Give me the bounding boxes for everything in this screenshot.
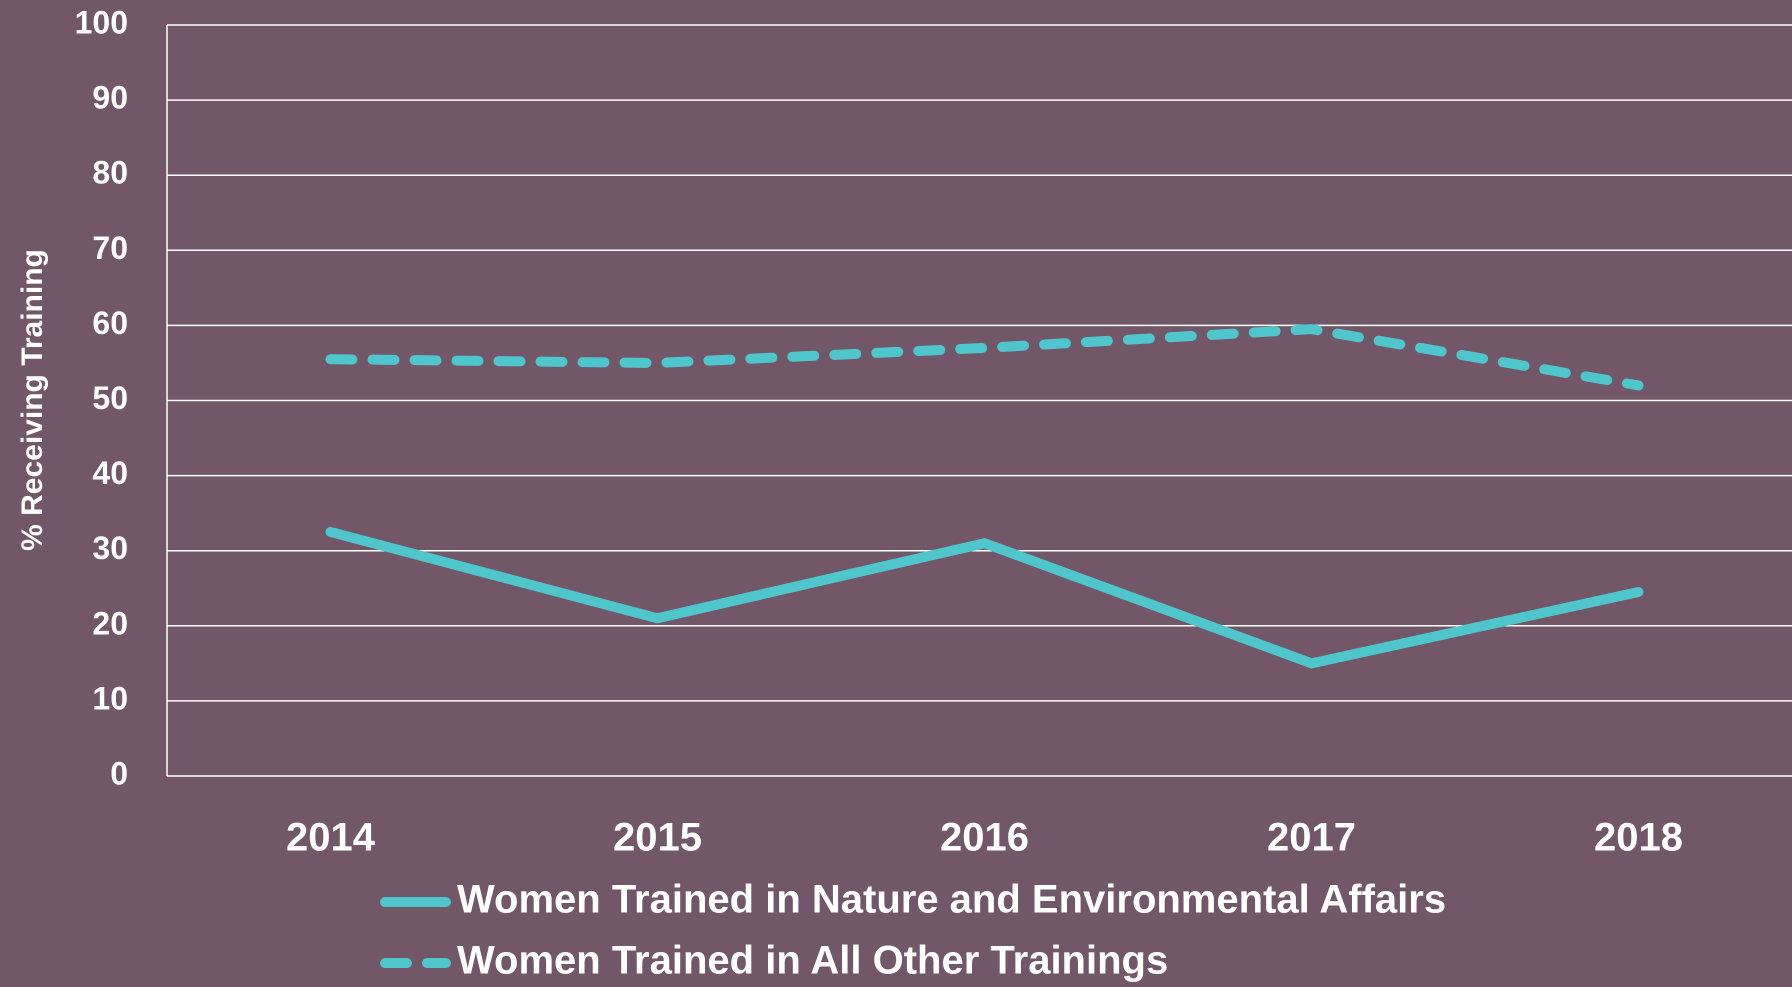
x-tick-label: 2014	[286, 816, 376, 860]
series-line	[325, 324, 1644, 391]
y-tick-label: 70	[92, 230, 128, 266]
legend-label: Women Trained in Nature and Environmenta…	[457, 878, 1446, 922]
y-tick-label: 80	[92, 155, 128, 191]
x-tick-label: 2015	[613, 816, 702, 860]
y-tick-label: 30	[92, 530, 128, 566]
x-tick-label: 2017	[1267, 816, 1356, 860]
y-tick-label: 40	[92, 455, 128, 491]
x-tick-label: 2018	[1594, 816, 1683, 860]
x-tick-label: 2016	[940, 816, 1029, 860]
y-tick-label: 0	[110, 755, 128, 791]
series-line	[325, 526, 1644, 669]
y-tick-label: 10	[92, 680, 128, 716]
y-tick-label: 90	[92, 80, 128, 116]
y-tick-label: 50	[92, 380, 128, 416]
y-tick-label: 100	[75, 4, 128, 40]
y-axis-title: % Receiving Training	[16, 249, 49, 551]
y-tick-label: 20	[92, 605, 128, 641]
y-tick-label: 60	[92, 305, 128, 341]
legend-label: Women Trained in All Other Trainings	[457, 939, 1168, 983]
